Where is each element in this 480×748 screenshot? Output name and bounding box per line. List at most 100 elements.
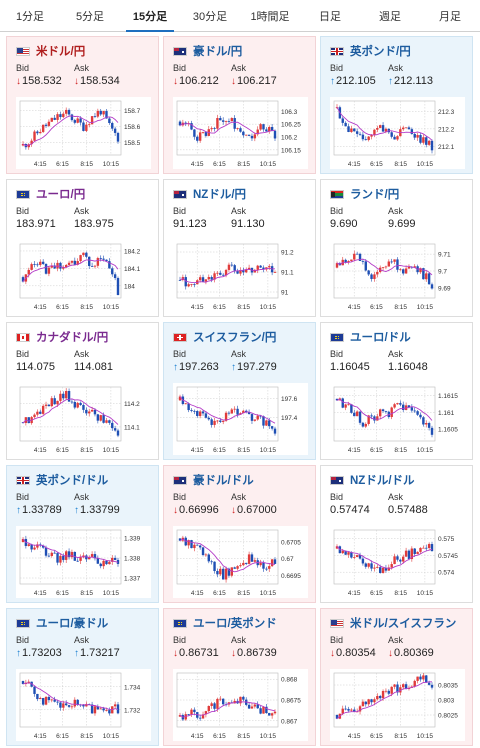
pair-name[interactable]: 英ポンド/ドル <box>36 475 109 487</box>
tab-1[interactable]: 5分足 <box>75 10 105 23</box>
candlestick-chart: 0.8035 0.803 0.8025 4:15 6:15 8:15 10:15 <box>333 672 458 740</box>
candle-body <box>85 704 88 707</box>
mini-chart[interactable]: 1.1615 1.161 1.1605 4:15 6:15 8:15 10:15 <box>330 383 465 455</box>
candle-body <box>268 266 271 268</box>
currency-card[interactable]: ユーロ/ドル Bid Ask 1.16045 1.16048 1.1615 1.161 1.1… <box>320 322 473 460</box>
pair-name[interactable]: ユーロ/円 <box>36 189 86 201</box>
tab-6[interactable]: 週足 <box>379 10 401 23</box>
pair-name[interactable]: 豪ドル/ドル <box>193 475 254 487</box>
x-tick-label: 10:15 <box>103 447 120 454</box>
candle-body <box>44 404 48 406</box>
pair-name[interactable]: ユーロ/豪ドル <box>36 618 109 630</box>
currency-card[interactable]: 英ポンド/円 Bid Ask ↑ 212.105 ↑ 212.113 212.3 212.2 21… <box>320 36 473 174</box>
candle-body <box>425 675 428 683</box>
candle-body <box>350 552 353 558</box>
candle-body <box>21 277 25 282</box>
candle-body <box>253 419 257 421</box>
pair-name[interactable]: 豪ドル/円 <box>193 46 243 58</box>
tab-3[interactable]: 30分足 <box>192 10 228 23</box>
candle-body <box>62 267 65 269</box>
tab-2[interactable]: 15分足 <box>120 0 180 32</box>
mini-chart[interactable]: 91.2 91.1 91 4:15 6:15 8:15 10:15 <box>173 240 308 312</box>
ask-label: Ask <box>74 635 90 645</box>
candle-body <box>256 129 259 135</box>
tab-4[interactable]: 1時間足 <box>250 10 290 23</box>
y-tick-label: 158.5 <box>124 140 141 147</box>
candle-body <box>113 704 117 707</box>
pair-name[interactable]: ランド/円 <box>350 189 400 201</box>
mini-chart[interactable]: 1.734 1.732 4:15 6:15 8:15 10:15 <box>16 669 151 741</box>
moving-average-line <box>336 398 433 421</box>
pair-name[interactable]: NZドル/円 <box>193 189 247 201</box>
candle-body <box>410 407 414 411</box>
moving-average-line <box>22 682 119 711</box>
currency-card[interactable]: 豪ドル/ドル Bid Ask ↓ 0.66996 ↓ 0.67000 0.6705 0.67 0.… <box>163 465 316 603</box>
currency-card[interactable]: ユーロ/豪ドル Bid Ask ↑ 1.73203 ↑ 1.73217 1.734 1.732 4… <box>6 608 159 746</box>
pair-name[interactable]: ユーロ/英ポンド <box>193 618 277 630</box>
currency-card[interactable]: 米ドル/スイスフラン Bid Ask ↓ 0.80354 ↓ 0.80369 0.8035 0.… <box>320 608 473 746</box>
candle-body <box>216 272 219 274</box>
currency-card[interactable]: カナダドル/円 Bid Ask 114.075 114.081 114.2 114.1 4:1… <box>6 322 159 460</box>
currency-card[interactable]: スイスフラン/円 Bid Ask ↑ 197.263 ↑ 197.279 197.6 197.4… <box>163 322 316 460</box>
candle-body <box>247 704 251 709</box>
mini-chart[interactable]: 1.339 1.338 1.337 4:15 6:15 8:15 10:15 <box>16 526 151 598</box>
candle-body <box>422 675 425 680</box>
candlestick-chart: 197.6 197.4 4:15 6:15 8:15 10:15 <box>176 386 298 454</box>
candle-body <box>353 709 356 712</box>
currency-card[interactable]: ランド/円 Bid Ask 9.690 9.699 9.71 9.7 9.69 4:15 6:15… <box>320 179 473 317</box>
currency-card[interactable]: 米ドル/円 Bid Ask ↓ 158.532 ↓ 158.534 158.7 158.6 158… <box>6 36 159 174</box>
pair-name[interactable]: カナダドル/円 <box>36 332 109 344</box>
candle-body <box>364 139 367 141</box>
ask-label: Ask <box>231 635 247 645</box>
ask-value: 197.279 <box>237 361 277 373</box>
candle-body <box>262 416 265 426</box>
candle-body <box>393 684 396 687</box>
tab-0[interactable]: 1分足 <box>15 10 45 23</box>
mini-chart[interactable]: 114.2 114.1 4:15 6:15 8:15 10:15 <box>16 383 151 455</box>
x-tick-label: 4:15 <box>191 590 204 597</box>
candle-body <box>105 710 108 711</box>
tab-5[interactable]: 日足 <box>319 10 341 23</box>
mini-chart[interactable]: 0.868 0.8675 0.867 4:15 6:15 8:15 10:15 <box>173 669 308 741</box>
candle-body <box>376 416 379 421</box>
mini-chart[interactable]: 184.2 184.1 184 4:15 6:15 8:15 10:15 <box>16 240 151 312</box>
tab-7[interactable]: 月足 <box>439 10 461 23</box>
candle-body <box>88 256 91 266</box>
candle-body <box>233 700 236 704</box>
candle-body <box>207 554 210 562</box>
candle-body <box>262 267 265 270</box>
y-tick-label: 212.1 <box>438 144 455 151</box>
moving-average-line <box>336 106 433 141</box>
bid-label: Bid <box>330 349 344 359</box>
ch-flag-icon <box>173 332 187 342</box>
currency-card[interactable]: NZドル/ドル Bid Ask 0.57474 0.57488 0.575 0.5745 0.… <box>320 465 473 603</box>
x-tick-label: 8:15 <box>237 304 250 311</box>
mini-chart[interactable]: 0.6705 0.67 0.6695 4:15 6:15 8:15 10:15 <box>173 526 308 598</box>
currency-card[interactable]: 英ポンド/ドル Bid Ask ↑ 1.33789 ↑ 1.33799 1.339 1.338 1… <box>6 465 159 603</box>
currency-card[interactable]: ユーロ/円 Bid Ask 183.971 183.975 184.2 184.1 184 4:… <box>6 179 159 317</box>
mini-chart[interactable]: 106.3 106.25 106.2 106.15 4:15 6:15 8:15 10:15 <box>173 97 308 169</box>
candle-body <box>390 261 393 263</box>
pair-name[interactable]: ユーロ/ドル <box>350 332 411 344</box>
mini-chart[interactable]: 158.7 158.6 158.5 4:15 6:15 8:15 10:15 <box>16 97 151 169</box>
y-tick-label: 106.2 <box>281 135 298 142</box>
pair-name[interactable]: 英ポンド/円 <box>350 46 411 58</box>
pair-name[interactable]: スイスフラン/円 <box>193 332 277 344</box>
mini-chart[interactable]: 197.6 197.4 4:15 6:15 8:15 10:15 <box>173 383 308 455</box>
pair-name[interactable]: NZドル/ドル <box>350 475 415 487</box>
y-tick-label: 1.338 <box>124 556 141 563</box>
mini-chart[interactable]: 0.575 0.5745 0.574 4:15 6:15 8:15 10:15 <box>330 526 465 598</box>
candle-body <box>347 552 350 555</box>
y-tick-label: 9.7 <box>438 269 447 276</box>
candle-body <box>198 545 202 548</box>
currency-card[interactable]: NZドル/円 Bid Ask 91.123 91.130 91.2 91.1 91 4:15 6:… <box>163 179 316 317</box>
pair-name[interactable]: 米ドル/円 <box>36 46 86 58</box>
pair-name[interactable]: 米ドル/スイスフラン <box>350 618 457 630</box>
mini-chart[interactable]: 9.71 9.7 9.69 4:15 6:15 8:15 10:15 <box>330 240 465 312</box>
us-flag-icon <box>330 618 344 628</box>
currency-card[interactable]: 豪ドル/円 Bid Ask ↓ 106.212 ↓ 106.217 106.3 106.25 10… <box>163 36 316 174</box>
currency-card[interactable]: ユーロ/英ポンド Bid Ask ↓ 0.86731 ↓ 0.86739 0.868 0.867… <box>163 608 316 746</box>
mini-chart[interactable]: 0.8035 0.803 0.8025 4:15 6:15 8:15 10:15 <box>330 669 465 741</box>
mini-chart[interactable]: 212.3 212.2 212.1 4:15 6:15 8:15 10:15 <box>330 97 465 169</box>
x-tick-label: 6:15 <box>370 304 383 311</box>
